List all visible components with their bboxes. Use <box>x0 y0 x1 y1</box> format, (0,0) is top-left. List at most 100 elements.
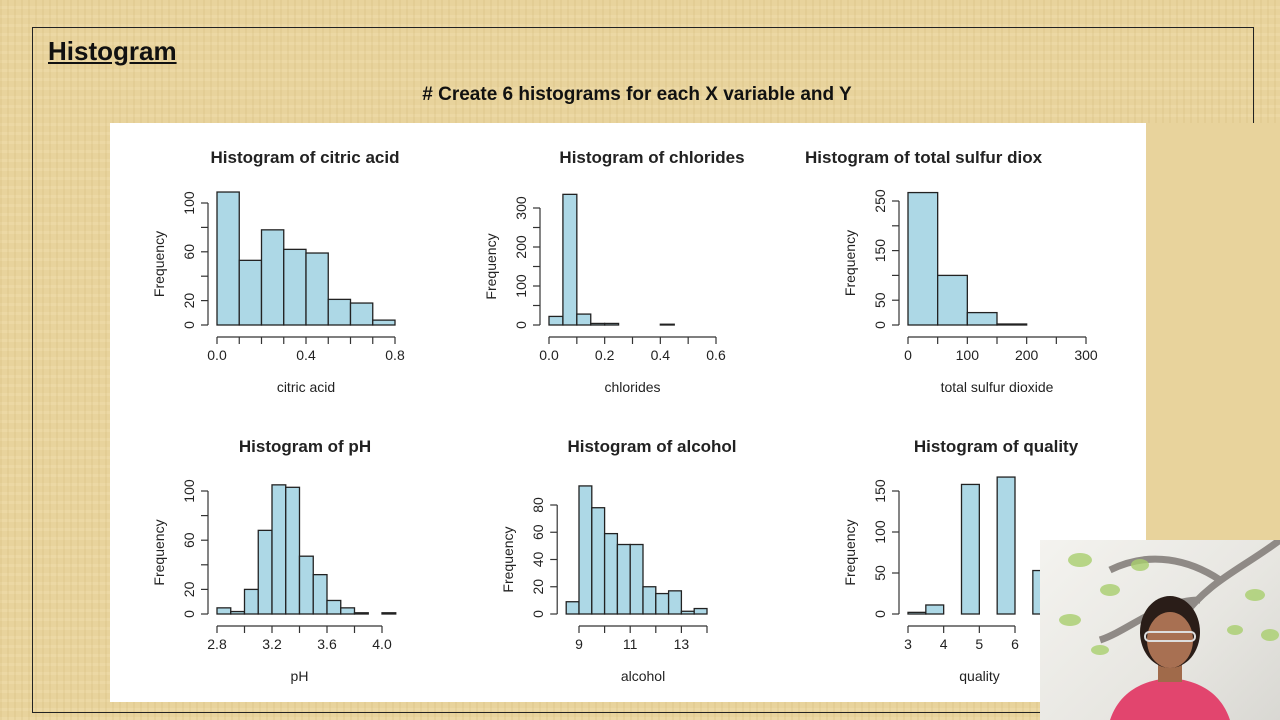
x-tick-label: 100 <box>956 347 980 363</box>
histogram-bar <box>312 573 328 615</box>
y-tick-label: 80 <box>530 497 546 513</box>
x-axis-label: total sulfur dioxide <box>941 379 1054 395</box>
chart-title: Histogram of pH <box>239 437 371 456</box>
chart-title: Histogram of quality <box>914 437 1079 456</box>
histogram-bar <box>238 259 263 326</box>
y-tick-label: 0 <box>513 321 529 329</box>
x-tick-label: 6 <box>1011 636 1019 652</box>
chart-title: Histogram of total sulfur diox <box>805 148 1043 167</box>
y-tick-label: 0 <box>530 610 546 618</box>
histogram-bar <box>327 298 352 326</box>
y-tick-label: 100 <box>181 479 197 503</box>
x-tick-label: 0.8 <box>385 347 405 363</box>
histogram-bar <box>326 599 342 615</box>
histogram-bar <box>960 483 980 615</box>
y-axis-label: Frequency <box>500 526 516 592</box>
y-axis-label: Frequency <box>151 519 167 585</box>
y-tick-label: 20 <box>181 293 197 309</box>
histogram-bar <box>562 193 578 326</box>
y-tick-label: 150 <box>872 479 888 503</box>
histogram-bar <box>271 484 287 615</box>
x-tick-label: 200 <box>1015 347 1039 363</box>
histogram-bar <box>285 486 301 615</box>
y-tick-label: 0 <box>181 610 197 618</box>
x-tick-label: 3.2 <box>262 636 282 652</box>
y-tick-label: 100 <box>181 191 197 215</box>
x-tick-label: 5 <box>975 636 983 652</box>
histogram-bar <box>243 588 259 615</box>
y-tick-label: 0 <box>872 321 888 329</box>
y-tick-label: 50 <box>872 292 888 308</box>
slide-title: Histogram <box>48 36 177 66</box>
slide-subtitle: # Create 6 histograms for each X variabl… <box>422 84 852 105</box>
histogram-bar <box>340 607 356 615</box>
histogram-bar <box>372 319 396 326</box>
histogram-bar <box>642 586 657 615</box>
histogram-bar <box>305 252 329 326</box>
x-tick-label: 0.0 <box>539 347 559 363</box>
histogram-bar <box>996 476 1016 615</box>
y-tick-label: 50 <box>872 565 888 581</box>
chart-title: Histogram of citric acid <box>211 148 400 167</box>
histogram-bar <box>576 313 592 326</box>
histogram-bar <box>260 229 285 326</box>
histogram-bar <box>996 323 1028 326</box>
x-tick-label: 0.4 <box>651 347 671 363</box>
y-tick-label: 20 <box>530 579 546 595</box>
x-tick-label: 3.6 <box>317 636 337 652</box>
histogram-bar <box>667 590 683 615</box>
x-tick-label: 3 <box>904 636 912 652</box>
histogram-bar <box>230 610 246 615</box>
y-tick-label: 0 <box>181 321 197 329</box>
x-axis-label: alcohol <box>621 668 665 684</box>
presenter-webcam <box>1040 540 1280 720</box>
histogram-bar <box>907 611 927 615</box>
histogram-bar <box>216 607 232 615</box>
y-tick-label: 40 <box>530 552 546 568</box>
y-tick-label: 60 <box>530 524 546 540</box>
chart-title: Histogram of alcohol <box>567 437 736 456</box>
histogram-bar <box>659 323 675 326</box>
histogram-bar <box>353 612 369 615</box>
x-tick-label: 0.0 <box>207 347 227 363</box>
y-axis-label: Frequency <box>151 231 167 297</box>
histogram-bar <box>578 485 593 615</box>
plot-area-background <box>110 123 1146 702</box>
x-tick-label: 2.8 <box>207 636 227 652</box>
y-axis-label: Frequency <box>842 519 858 585</box>
y-tick-label: 60 <box>181 244 197 260</box>
histogram-bar <box>603 532 619 615</box>
x-axis-label: chlorides <box>604 379 660 395</box>
x-tick-label: 4.0 <box>372 636 392 652</box>
histogram-bar <box>680 610 695 615</box>
y-axis-label: Frequency <box>842 230 858 296</box>
histogram-bar <box>257 529 273 615</box>
histogram-bar <box>349 302 374 326</box>
x-tick-label: 300 <box>1074 347 1098 363</box>
x-tick-label: 0.4 <box>296 347 316 363</box>
histogram-bar <box>966 311 998 326</box>
y-tick-label: 100 <box>513 274 529 298</box>
x-tick-label: 0 <box>904 347 912 363</box>
x-tick-label: 11 <box>623 636 638 652</box>
histogram-bar <box>907 191 939 326</box>
x-tick-label: 0.2 <box>595 347 615 363</box>
histogram-bar <box>216 191 240 326</box>
x-axis-label: citric acid <box>277 379 335 395</box>
histogram-bar <box>604 322 620 326</box>
y-tick-label: 200 <box>513 235 529 259</box>
x-axis-label: pH <box>291 668 309 684</box>
y-tick-label: 150 <box>872 239 888 263</box>
y-tick-label: 100 <box>872 520 888 544</box>
x-axis-label: quality <box>959 668 999 684</box>
y-tick-label: 20 <box>181 581 197 597</box>
histogram-bar <box>693 607 708 615</box>
histogram-bar <box>565 601 580 615</box>
x-tick-label: 13 <box>674 636 690 652</box>
histogram-bar <box>629 543 644 615</box>
histogram-bar <box>283 248 307 326</box>
histogram-bar <box>616 543 631 615</box>
histogram-bar <box>548 315 564 326</box>
y-tick-label: 300 <box>513 196 529 220</box>
y-axis-label: Frequency <box>483 233 499 299</box>
